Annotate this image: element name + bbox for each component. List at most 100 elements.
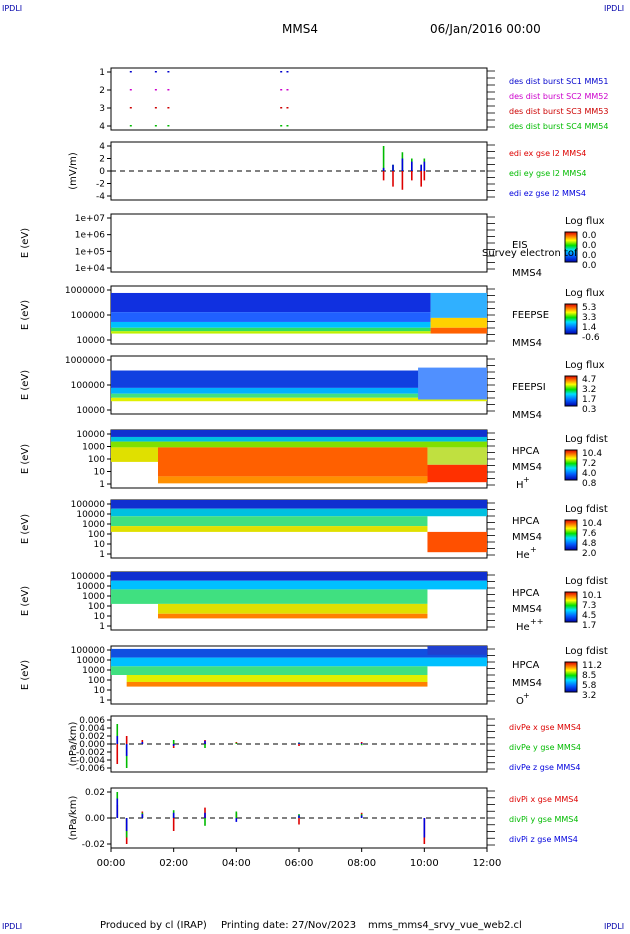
spectrogram-band: [111, 516, 428, 527]
spectrogram-band: [158, 603, 428, 614]
spectrogram-band: [111, 580, 487, 590]
colorbar-title: Log fdist: [565, 434, 608, 445]
burst-mark: [280, 71, 283, 73]
y-tick-label: 4: [99, 142, 105, 152]
colorbar-tick: 1.7: [582, 395, 596, 405]
y-tick-label: 1000: [82, 520, 105, 530]
y-tick-label: 1e+04: [75, 264, 106, 274]
burst-mark: [167, 107, 170, 109]
burst-mark: [154, 89, 157, 91]
y-tick-label: 0.002: [79, 732, 105, 742]
species-charge: +: [530, 545, 537, 554]
burst-mark: [129, 89, 132, 91]
y-axis-label: E (eV): [20, 370, 31, 400]
footer-script-name: mms_mms4_srvy_vue_web2.cl: [368, 920, 522, 931]
y-tick-label: 1000: [82, 666, 105, 676]
colorbar: [564, 591, 578, 623]
x-tick-label: 10:00: [410, 858, 439, 869]
burst-mark: [129, 71, 132, 73]
spectrogram-band: [158, 476, 428, 484]
legend-entry: des dist burst SC1 MM51: [509, 77, 608, 86]
colorbar-tick: 10.4: [582, 449, 602, 459]
spectrogram-band: [126, 675, 428, 682]
y-tick-label: 1e+06: [75, 231, 106, 241]
colorbar: [564, 231, 578, 263]
y-tick-label: -0.002: [76, 748, 105, 758]
panel-hpca_o: [110, 645, 495, 705]
spectrogram-band: [111, 321, 431, 328]
spectrogram-band: [158, 613, 428, 619]
colorbar-tick: 7.2: [582, 459, 596, 469]
spacecraft-label: MMS4: [512, 462, 542, 473]
instrument-label: HPCA: [512, 446, 540, 457]
colorbar-tick: 0.0: [582, 231, 597, 241]
y-tick-label: 1: [99, 550, 105, 560]
y-tick-label: 10000: [76, 510, 105, 520]
instrument-label: FEEPSE: [512, 310, 549, 321]
x-tick-label: 02:00: [159, 858, 188, 869]
colorbar-tick: 3.2: [582, 385, 596, 395]
spectrogram-band: [111, 387, 487, 394]
spacecraft-label: MMS4: [512, 532, 542, 543]
x-tick-label: 08:00: [347, 858, 376, 869]
y-tick-label: -0.006: [76, 764, 105, 774]
colorbar-tick: 7.3: [582, 601, 596, 611]
y-tick-label: 1: [99, 696, 105, 706]
legend-entry: edi ey gse l2 MMS4: [509, 169, 587, 178]
y-tick-label: 0.004: [79, 724, 105, 734]
spectrogram-band: [111, 666, 428, 675]
y-tick-label: 100000: [71, 646, 106, 656]
y-tick-label: -0.004: [76, 756, 105, 766]
x-tick-label: 12:00: [473, 858, 502, 869]
spectrogram-band: [111, 331, 431, 334]
colorbar-tick: 2.0: [582, 549, 597, 559]
y-tick-label: 10000: [76, 430, 105, 440]
colorbar-tick: 5.8: [582, 681, 597, 691]
panel-hpca_he1: [110, 499, 495, 559]
y-tick-label: 100: [88, 676, 105, 686]
legend-entry: edi ex gse l2 MMS4: [509, 149, 586, 158]
y-tick-label: 2: [99, 155, 105, 165]
x-tick-label: 04:00: [222, 858, 251, 869]
colorbar: [564, 375, 578, 407]
burst-mark: [129, 107, 132, 109]
colorbar-tick: 10.4: [582, 519, 602, 529]
y-tick-label: -2: [96, 180, 105, 190]
colorbar-tick: 3.2: [582, 691, 596, 701]
colorbar-tick: 0.3: [582, 405, 596, 415]
spectrogram-band: [111, 500, 487, 509]
burst-mark: [280, 125, 283, 127]
species-label: He: [516, 550, 530, 561]
spacecraft-label: MMS4: [512, 338, 542, 349]
burst-mark: [286, 107, 289, 109]
y-axis-label: E (eV): [20, 228, 31, 258]
panel-hpca_he2: [110, 571, 495, 631]
colorbar: [564, 449, 578, 481]
spectrogram-band: [111, 447, 158, 462]
y-axis-label: (nPa/km): [68, 796, 79, 841]
y-tick-label: 10000: [76, 336, 105, 346]
y-tick-label: 1e+05: [75, 247, 105, 257]
burst-mark: [167, 89, 170, 91]
spectrogram-band: [111, 327, 431, 332]
x-tick-label: 00:00: [97, 858, 126, 869]
y-axis-label: E (eV): [20, 444, 31, 474]
colorbar-tick: 11.2: [582, 661, 602, 671]
spectrogram-band: [158, 447, 428, 477]
y-tick-label: 1: [99, 480, 105, 490]
instrument-label: HPCA: [512, 516, 540, 527]
burst-mark: [154, 71, 157, 73]
spectrogram-band: [418, 367, 487, 400]
colorbar-title: Log fdist: [565, 646, 608, 657]
y-tick-label: 1000000: [65, 286, 105, 296]
burst-mark: [129, 125, 132, 127]
y-tick-label: 10000: [76, 582, 105, 592]
x-tick-label: 06:00: [285, 858, 314, 869]
species-label: O: [516, 696, 524, 707]
y-tick-label: 0.006: [79, 716, 105, 726]
y-tick-label: 100000: [71, 572, 106, 582]
burst-mark: [286, 71, 289, 73]
footer-produced-by: Produced by cl (IRAP): [100, 920, 207, 931]
colorbar-tick: 1.7: [582, 621, 596, 631]
instrument-label: HPCA: [512, 660, 540, 671]
